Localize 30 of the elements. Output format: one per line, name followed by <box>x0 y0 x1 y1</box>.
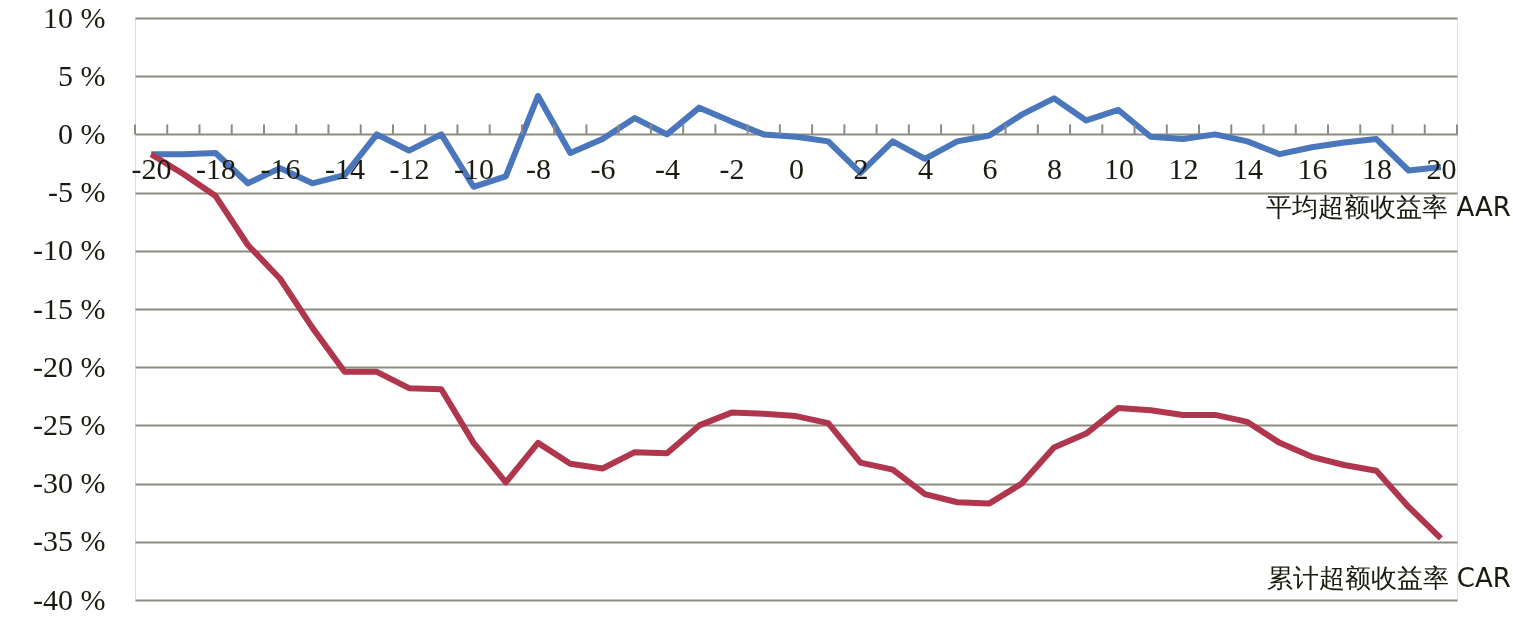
x-tick-label: -18 <box>196 151 237 185</box>
y-tick-label: -40 % <box>33 582 106 616</box>
x-tick-label: -2 <box>719 151 745 185</box>
x-tick-label: 18 <box>1361 151 1392 185</box>
y-tick-label: -20 % <box>33 349 106 383</box>
x-tick-label: 8 <box>1046 151 1062 185</box>
y-tick-label: 10 % <box>43 0 106 34</box>
x-tick-label: 0 <box>789 151 804 185</box>
series-label: 平均超额收益率 AAR <box>1266 191 1511 222</box>
x-tick-label: -4 <box>655 151 681 185</box>
y-tick-label: -5 % <box>48 175 106 209</box>
y-tick-label: -35 % <box>33 524 106 558</box>
x-tick-label: 12 <box>1168 151 1199 185</box>
y-tick-label: 5 % <box>58 58 106 92</box>
x-tick-label: 16 <box>1297 151 1328 185</box>
text: 累计超额收益率 CAR <box>1266 563 1511 594</box>
y-tick-label: -30 % <box>33 466 106 500</box>
x-tick-label: -8 <box>526 151 552 185</box>
y-tick-label: -15 % <box>33 291 106 325</box>
y-tick-label: 0 % <box>58 116 106 150</box>
x-tick-label: 4 <box>917 151 933 185</box>
x-tick-label: -12 <box>389 151 430 185</box>
x-tick-label: 10 <box>1103 151 1134 185</box>
x-tick-label: -6 <box>590 151 616 185</box>
y-tick-label: -10 % <box>33 233 106 267</box>
x-tick-label: 14 <box>1232 151 1263 185</box>
x-tick-label: 6 <box>982 151 998 185</box>
x-tick-label: 20 <box>1426 151 1457 185</box>
y-tick-label: -25 % <box>33 407 106 441</box>
x-tick-label: -20 <box>131 151 172 185</box>
